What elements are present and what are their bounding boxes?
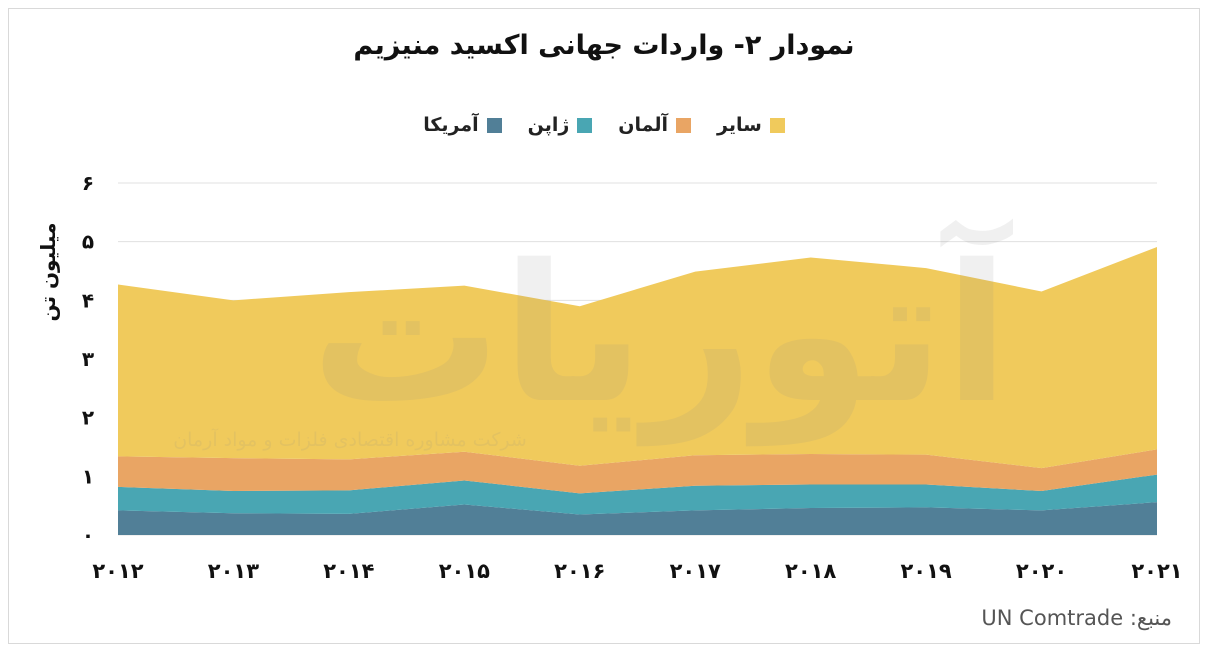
watermark-tagline: شرکت مشاوره اقتصادی فلزات و مواد آرمان <box>173 427 527 451</box>
area-germany <box>118 449 1157 494</box>
x-tick-label-7: ۲۰۱۹ <box>900 559 951 583</box>
legend-swatch-usa <box>486 117 502 133</box>
x-tick-label-4: ۲۰۱۶ <box>554 559 605 583</box>
legend-label-usa: آمریکا <box>423 114 479 136</box>
y-tick-label-3: ۳ <box>82 347 94 371</box>
legend-item-other: سایر <box>717 114 785 136</box>
source-note: منبع: UN Comtrade <box>981 606 1172 630</box>
chart-title: نمودار ۲- واردات جهانی اکسید منیزیم <box>353 30 855 61</box>
legend-label-germany: آلمان <box>618 114 669 136</box>
legend-swatch-other <box>769 117 785 133</box>
x-tick-label-2: ۲۰۱۴ <box>323 559 374 583</box>
x-tick-labels: ۲۰۱۲ ۲۰۱۳ ۲۰۱۴ ۲۰۱۵ ۲۰۱۶ ۲۰۱۷ ۲۰۱۸ ۲۰۱۹ ۲۰۲۰ ۲۰۲۱ <box>92 559 1182 583</box>
x-tick-label-8: ۲۰۲۰ <box>1016 559 1067 583</box>
area-other <box>118 246 1157 469</box>
area-usa <box>118 502 1157 535</box>
legend-item-japan: ژاپن <box>528 114 593 136</box>
watermark-brand: آتوریات <box>311 218 1013 447</box>
x-tick-label-5: ۲۰۱۷ <box>670 559 721 583</box>
legend-item-germany: آلمان <box>618 114 692 136</box>
y-tick-labels: ۰ ۱ ۲ ۳ ۴ ۵ ۶ <box>82 171 94 547</box>
y-tick-label-1: ۱ <box>82 464 94 488</box>
x-tick-label-3: ۲۰۱۵ <box>439 559 490 583</box>
area-series <box>118 246 1157 535</box>
x-tick-label-1: ۲۰۱۳ <box>208 559 259 583</box>
x-tick-label-9: ۲۰۲۱ <box>1131 559 1182 583</box>
legend: سایر آلمان ژاپن آمریکا <box>0 114 1208 136</box>
y-tick-label-4: ۴ <box>82 288 94 312</box>
legend-swatch-japan <box>577 117 593 133</box>
legend-swatch-germany <box>676 117 692 133</box>
legend-item-usa: آمریکا <box>423 114 502 136</box>
y-tick-label-5: ۵ <box>82 230 94 254</box>
y-tick-label-0: ۰ <box>82 523 94 547</box>
watermark: آتوریات شرکت مشاوره اقتصادی فلزات و مواد… <box>173 218 1013 451</box>
x-tick-label-0: ۲۰۱۲ <box>92 559 143 583</box>
y-tick-label-2: ۲ <box>82 406 94 430</box>
x-tick-label-6: ۲۰۱۸ <box>785 559 836 583</box>
y-tick-label-6: ۶ <box>82 171 94 195</box>
legend-label-other: سایر <box>717 114 762 136</box>
legend-label-japan: ژاپن <box>527 114 570 136</box>
